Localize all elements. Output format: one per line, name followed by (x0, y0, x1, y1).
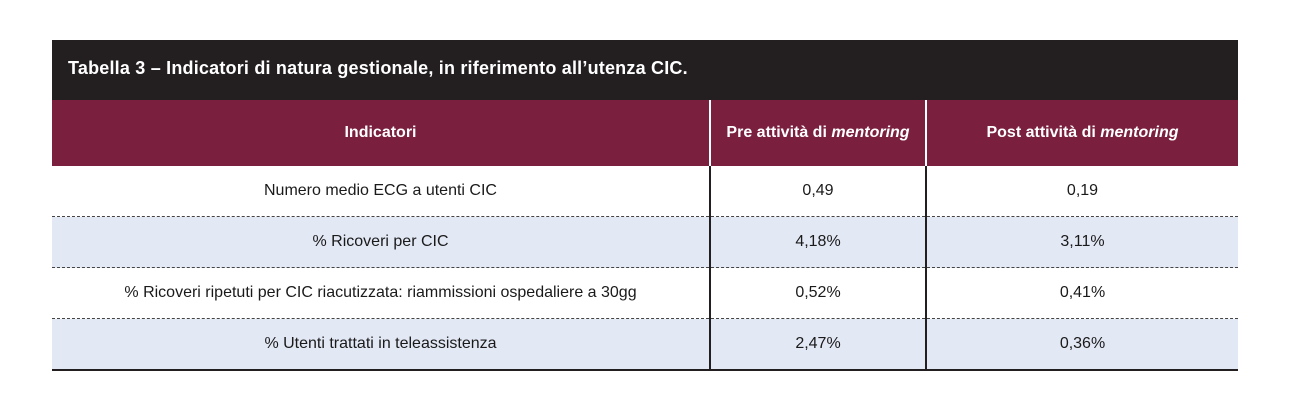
pre-cell: 4,18% (709, 216, 926, 268)
post-cell: 0,19 (925, 166, 1238, 217)
indicators-table: Indicatori Pre attività di mentoring Pos… (52, 100, 1238, 371)
table-row: % Utenti trattati in teleassistenza 2,47… (52, 318, 1238, 371)
header-pre: Pre attività di mentoring (709, 100, 926, 166)
table-container: Tabella 3 – Indicatori di natura gestion… (52, 40, 1238, 371)
indicator-cell: % Utenti trattati in teleassistenza (52, 318, 710, 371)
header-post-prefix: Post attività di (986, 124, 1101, 141)
table-row: % Ricoveri per CIC 4,18% 3,11% (52, 216, 1238, 268)
indicator-cell: % Ricoveri ripetuti per CIC riacutizzata… (52, 267, 710, 319)
indicator-cell: % Ricoveri per CIC (52, 216, 710, 268)
header-row: Indicatori Pre attività di mentoring Pos… (52, 100, 1238, 166)
indicator-cell: Numero medio ECG a utenti CIC (264, 182, 497, 199)
header-post-em: mentoring (1100, 124, 1179, 141)
header-pre-em: mentoring (831, 124, 910, 141)
pre-cell: 0,49 (709, 166, 926, 217)
post-cell: 0,36% (925, 318, 1238, 371)
pre-cell: 0,52% (709, 267, 926, 319)
header-post: Post attività di mentoring (925, 100, 1238, 166)
table-row: Numero medio ECG a utenti CIC 0,49 0,19 (52, 166, 1238, 217)
header-indicatori: Indicatori (52, 100, 710, 166)
header-pre-prefix: Pre attività di (726, 124, 832, 141)
table-row: % Ricoveri ripetuti per CIC riacutizzata… (52, 267, 1238, 319)
pre-cell: 2,47% (709, 318, 926, 371)
table-title: Tabella 3 – Indicatori di natura gestion… (52, 40, 1238, 100)
post-cell: 3,11% (925, 216, 1238, 268)
post-cell: 0,41% (925, 267, 1238, 319)
